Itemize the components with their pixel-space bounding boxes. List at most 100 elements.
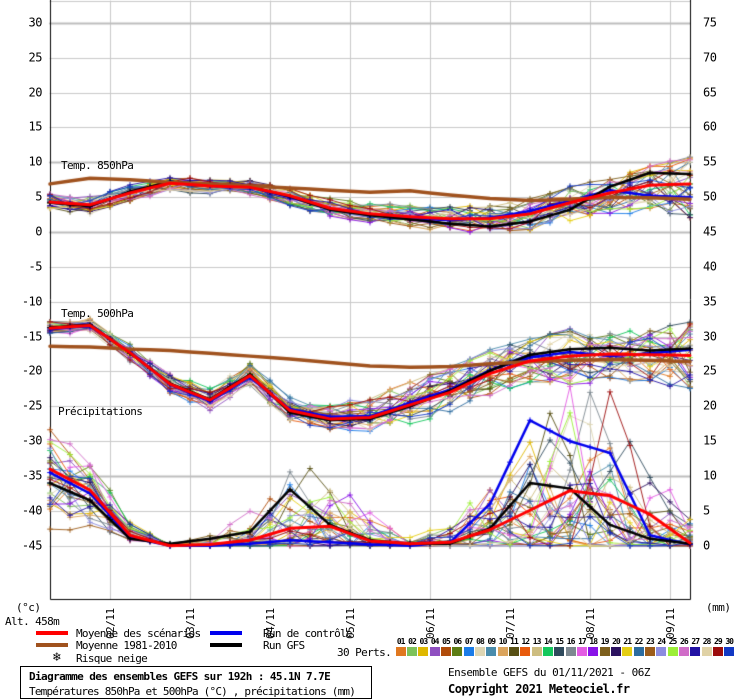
copyright: Copyright 2021 Meteociel.fr	[448, 682, 630, 696]
member-color-swatch	[474, 647, 485, 656]
member-cell: 06	[452, 637, 463, 656]
y-right-tick-label: 10	[703, 468, 717, 483]
member-cell: 01	[395, 637, 406, 656]
y-right-tick-label: 5	[703, 503, 710, 518]
member-cell: 20	[610, 637, 621, 656]
member-number: 15	[555, 637, 564, 646]
y-right-tick-label: 70	[703, 49, 717, 64]
member-color-swatch	[429, 647, 440, 656]
run-info: Ensemble GEFS du 01/11/2021 - 06Z	[448, 666, 651, 679]
member-color-swatch	[644, 647, 655, 656]
member-cell: 09	[486, 637, 497, 656]
y-left-tick-label: -10	[21, 294, 43, 309]
y-left-tick-label: -5	[28, 259, 43, 274]
member-cell: 29	[712, 637, 723, 656]
member-color-swatch	[690, 647, 701, 656]
member-cell: 10	[497, 637, 508, 656]
member-number: 02	[408, 637, 417, 646]
panel-label-temp-850: Temp. 850hPa	[61, 159, 134, 172]
member-cell: 21	[622, 637, 633, 656]
member-number: 12	[521, 637, 530, 646]
member-color-swatch	[622, 647, 633, 656]
member-color-swatch	[576, 647, 587, 656]
member-color-swatch	[599, 647, 610, 656]
legend-gfs-label: Run GFS	[263, 639, 305, 652]
snowflake-icon: ❄	[53, 650, 61, 665]
member-cell: 30	[724, 637, 735, 656]
member-number: 24	[657, 637, 666, 646]
member-color-strip: 01 02 03 04 05 06 07 08 09 10 11 12 13 14 15 16 17 18 19 20…	[395, 637, 735, 656]
member-color-swatch	[440, 647, 451, 656]
member-color-swatch	[678, 647, 689, 656]
member-cell: 25	[667, 637, 678, 656]
member-number: 25	[668, 637, 678, 646]
member-number: 07	[464, 637, 474, 646]
member-cell: 03	[418, 637, 429, 656]
member-number: 19	[600, 637, 610, 646]
member-cell: 13	[531, 637, 542, 656]
legend-climato-label: Moyenne 1981-2010	[76, 639, 177, 652]
panel-label-temp-500: Temp. 500hPa	[61, 307, 134, 320]
member-cell: 14	[542, 637, 553, 656]
control-line-swatch	[210, 631, 242, 635]
member-number: 30	[725, 637, 734, 646]
member-cell: 27	[690, 637, 701, 656]
member-color-swatch	[565, 647, 576, 656]
member-color-swatch	[554, 647, 565, 656]
y-left-tick-label: -45	[21, 538, 43, 553]
member-color-swatch	[497, 647, 508, 656]
member-color-swatch	[395, 647, 406, 656]
legend-control-label: Run de contrôle	[263, 627, 353, 640]
member-cell: 28	[701, 637, 712, 656]
member-cell: 11	[508, 637, 519, 656]
y-right-tick-label: 55	[703, 154, 717, 169]
member-number: 11	[510, 637, 519, 646]
member-number: 18	[589, 637, 598, 646]
member-color-swatch	[520, 647, 531, 656]
y-right-tick-label: 0	[703, 538, 710, 553]
climato-line-swatch	[36, 643, 68, 647]
member-cell: 26	[678, 637, 689, 656]
y-left-tick-label: -15	[21, 328, 43, 343]
member-cell: 22	[633, 637, 644, 656]
member-color-swatch	[588, 647, 599, 656]
member-cell: 23	[644, 637, 655, 656]
y-right-tick-label: 15	[703, 433, 717, 448]
y-right-tick-label: 65	[703, 84, 717, 99]
y-right-tick-label: 60	[703, 119, 717, 134]
member-number: 28	[702, 637, 712, 646]
x-axis-date-label: 07/11	[504, 608, 517, 639]
y-right-tick-label: 50	[703, 189, 717, 204]
member-number: 27	[691, 637, 700, 646]
member-cell: 18	[588, 637, 599, 656]
y-left-tick-label: 20	[28, 84, 43, 99]
y-right-tick-label: 30	[703, 328, 717, 343]
y-left-tick-label: -35	[21, 468, 43, 483]
y-left-tick-label: 0	[35, 224, 42, 239]
member-cell: 04	[429, 637, 440, 656]
member-color-swatch	[656, 647, 667, 656]
perts-count-label: 30 Perts.	[337, 646, 392, 659]
member-cell: 08	[474, 637, 485, 656]
member-color-swatch	[610, 647, 621, 656]
mean-line-swatch	[36, 631, 68, 635]
y-left-tick-label: -30	[21, 433, 43, 448]
legend-snow-label: Risque neige	[76, 652, 148, 665]
member-number: 16	[566, 637, 576, 646]
y-left-tick-label: -20	[21, 363, 43, 378]
member-cell: 15	[554, 637, 565, 656]
member-number: 09	[487, 637, 496, 646]
member-number: 26	[680, 637, 689, 646]
member-number: 05	[442, 637, 451, 646]
y-right-unit-label: (mm)	[706, 601, 731, 614]
title-box: Diagramme des ensembles GEFS sur 192h : …	[20, 666, 372, 699]
y-right-tick-label: 40	[703, 259, 717, 274]
x-axis-date-label: 06/11	[424, 608, 437, 639]
member-color-swatch	[418, 647, 429, 656]
member-number: 14	[544, 637, 553, 646]
member-cell: 19	[599, 637, 610, 656]
member-cell: 12	[520, 637, 531, 656]
altitude-label: Alt. 458m	[5, 615, 60, 628]
member-number: 21	[623, 637, 632, 646]
